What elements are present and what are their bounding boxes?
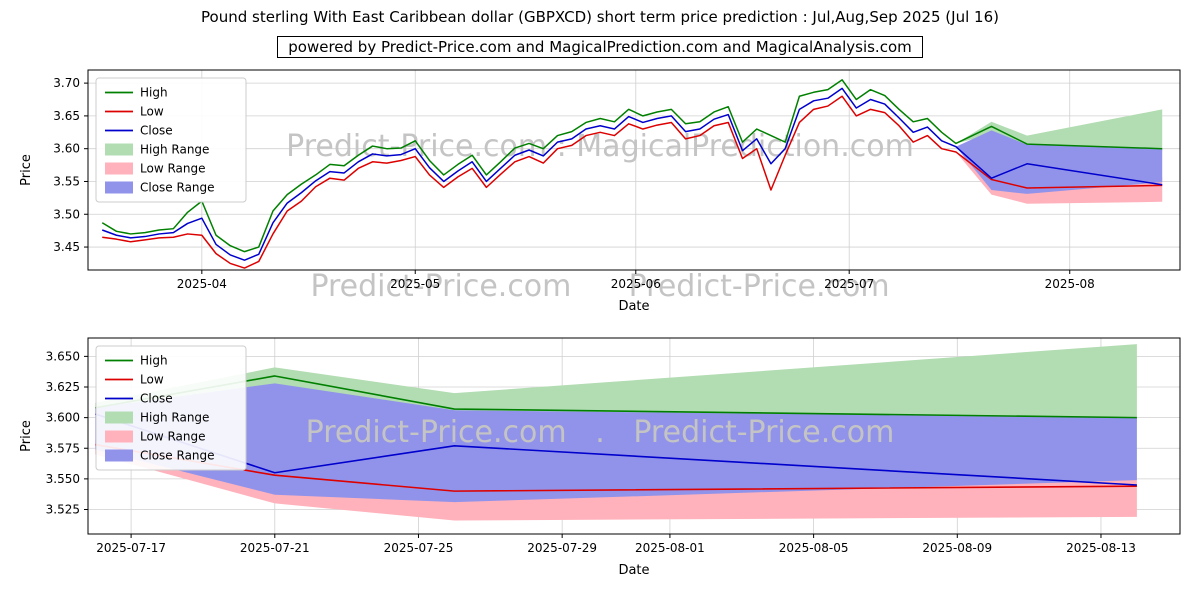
x-axis-label: Date	[618, 299, 649, 314]
band-close-range	[955, 130, 1163, 194]
x-tick-label: 2025-08-01	[635, 541, 705, 555]
x-tick-label: 2025-07-17	[96, 541, 166, 555]
page-title: Pound sterling With East Caribbean dolla…	[201, 8, 999, 26]
x-tick-label: 2025-05	[390, 277, 440, 291]
y-tick-label: 3.65	[53, 109, 80, 123]
y-tick-label: 3.575	[46, 441, 80, 455]
y-tick-label: 3.550	[46, 472, 80, 486]
legend-label: High Range	[140, 411, 209, 425]
x-tick-label: 2025-08-05	[779, 541, 849, 555]
legend-label: High	[140, 354, 168, 368]
legend-swatch-patch	[105, 449, 133, 462]
powered-by-box: powered by Predict-Price.com and Magical…	[277, 36, 923, 58]
y-tick-label: 3.70	[53, 76, 80, 90]
legend-label: Close Range	[140, 449, 215, 463]
legend-swatch-patch	[105, 143, 133, 156]
legend-label: Low	[140, 373, 164, 387]
powered-by-wrap: powered by Predict-Price.com and Magical…	[0, 36, 1200, 58]
series-close	[101, 87, 1163, 261]
y-tick-label: 3.45	[53, 240, 80, 254]
x-tick-label: 2025-08-09	[922, 541, 992, 555]
x-axis-label: Date	[618, 563, 649, 578]
y-tick-label: 3.60	[53, 142, 80, 156]
legend-label: Low Range	[140, 162, 205, 176]
legend-label: Close	[140, 124, 173, 138]
y-axis-label: Price	[19, 154, 34, 186]
y-tick-label: 3.625	[46, 380, 80, 394]
series-high	[101, 79, 1163, 253]
x-tick-label: 2025-07-25	[384, 541, 454, 555]
legend-label: High Range	[140, 143, 209, 157]
top-chart-historical-prediction: Predict-Price.com : MagicalPrediction.co…	[19, 69, 1181, 314]
x-tick-label: 2025-07-21	[240, 541, 310, 555]
plot-border	[87, 337, 1181, 535]
plot-border	[87, 69, 1181, 271]
y-tick-label: 3.55	[53, 174, 80, 188]
watermark-text: Predict-Price.com Predict-Price.com	[310, 269, 889, 304]
x-tick-label: 2025-07-29	[527, 541, 597, 555]
x-tick-label: 2025-08-13	[1066, 541, 1136, 555]
y-tick-label: 3.525	[46, 503, 80, 517]
legend-swatch-patch	[105, 430, 133, 443]
legend-box	[95, 77, 247, 203]
legend-swatch-patch	[105, 181, 133, 194]
x-tick-label: 2025-04	[177, 277, 227, 291]
legend-label: Close Range	[140, 181, 215, 195]
legend-label: Low Range	[140, 430, 205, 444]
legend-label: High	[140, 86, 168, 100]
band-close-range	[95, 383, 1137, 503]
watermark-text: Predict-Price.com : MagicalPrediction.co…	[286, 129, 914, 164]
legend-swatch-patch	[105, 162, 133, 175]
y-tick-label: 3.50	[53, 207, 80, 221]
y-tick-label: 3.650	[46, 349, 80, 363]
legend-label: Low	[140, 105, 164, 119]
legend-label: Close	[140, 392, 173, 406]
x-tick-label: 2025-07	[824, 277, 874, 291]
x-tick-label: 2025-08	[1045, 277, 1095, 291]
legend-box	[95, 345, 247, 471]
x-tick-label: 2025-06	[611, 277, 661, 291]
watermark-text: Predict-Price.com . Predict-Price.com	[306, 415, 895, 450]
bottom-chart-prediction-detail: Predict-Price.com . Predict-Price.com 202…	[19, 337, 1181, 578]
y-axis-label: Price	[19, 420, 34, 452]
legend-swatch-patch	[105, 411, 133, 424]
y-tick-label: 3.600	[46, 411, 80, 425]
series-low	[102, 95, 1163, 269]
